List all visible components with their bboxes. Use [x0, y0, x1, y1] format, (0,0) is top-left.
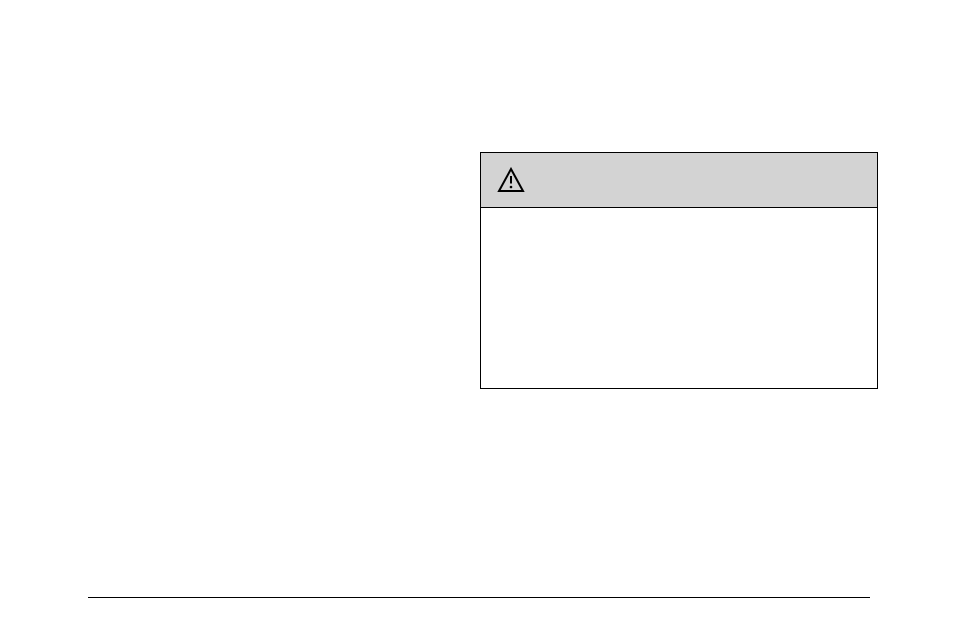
warning-triangle-icon: [497, 167, 525, 193]
warning-box-body: [481, 208, 877, 388]
warning-box: [480, 152, 878, 389]
footer-horizontal-rule: [88, 597, 870, 598]
warning-box-header: [481, 153, 877, 208]
